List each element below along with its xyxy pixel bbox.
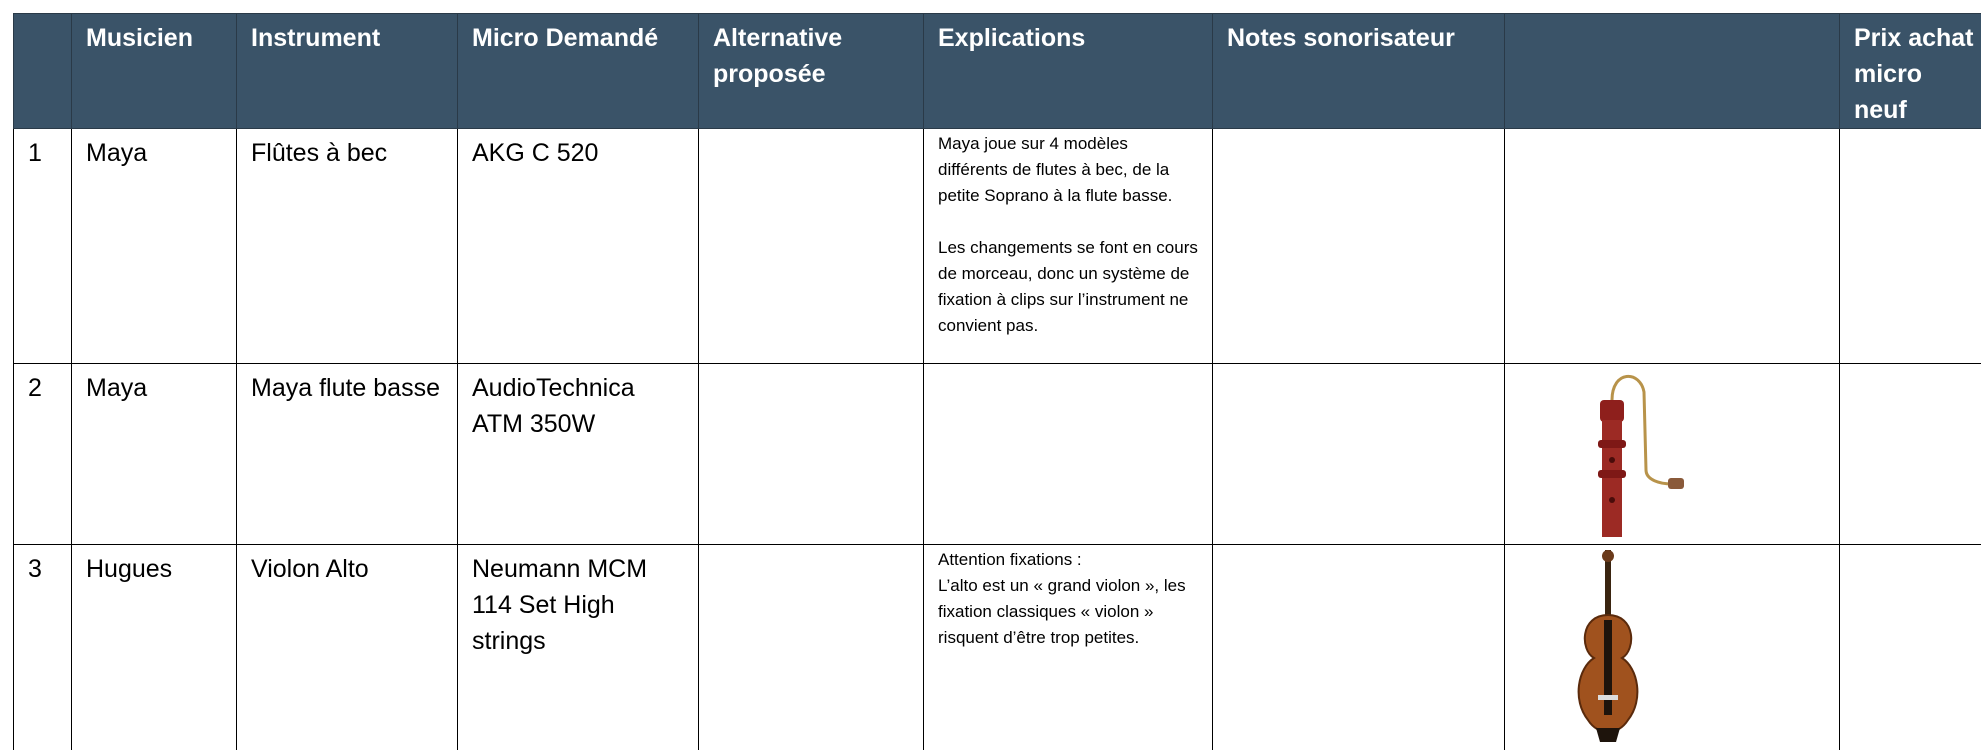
alternative-cell [698, 363, 924, 545]
microphone-cell: Neumann MCM 114 Set High strings [457, 544, 699, 750]
header-cell: Prix achat micro neuf [1839, 13, 1981, 129]
explanations-cell: Attention fixations : L’alto est un « gra… [923, 544, 1213, 750]
header-cell: Alternative proposée [698, 13, 924, 129]
mic-table: Musicien Instrument Micro Demandé Altern… [13, 13, 1981, 750]
microphone-cell: AKG C 520 [457, 128, 699, 364]
image-cell [1504, 544, 1840, 750]
instrument-cell: Violon Alto [236, 544, 458, 750]
alternative-cell [698, 128, 924, 364]
violin-image [1577, 550, 1639, 742]
explanation-line: Attention fixations : [938, 550, 1082, 569]
table-row: 1 Maya Flûtes à bec AKG C 520 Maya joue sur … [13, 128, 1981, 364]
header-cell [1504, 13, 1840, 129]
notes-cell [1212, 544, 1505, 750]
table-row: 3 Hugues Violon Alto Neumann MCM 114 Set Hi… [13, 544, 1981, 750]
header-cell [13, 13, 72, 129]
explanations-cell [923, 363, 1213, 545]
musician-cell: Maya [71, 128, 237, 364]
explanation-paragraph: Maya joue sur 4 modèles différents de fl… [938, 131, 1198, 209]
image-cell [1504, 363, 1840, 545]
row-number: 3 [13, 544, 72, 750]
price-cell [1839, 363, 1981, 545]
header-cell: Explications [923, 13, 1213, 129]
musician-cell: Hugues [71, 544, 237, 750]
header-cell: Micro Demandé [457, 13, 699, 129]
notes-cell [1212, 128, 1505, 364]
explanation-paragraph: Les changements se font en cours de morc… [938, 235, 1198, 339]
explanation-paragraph: Attention fixations : L’alto est un « gra… [938, 547, 1198, 651]
header-row: Musicien Instrument Micro Demandé Altern… [13, 13, 1981, 129]
notes-cell [1212, 363, 1505, 545]
explanation-line: Maya joue sur 4 modèles différents de fl… [938, 134, 1173, 205]
table-body: 1 Maya Flûtes à bec AKG C 520 Maya joue sur … [13, 128, 1981, 750]
explanations-cell: Maya joue sur 4 modèles différents de fl… [923, 128, 1213, 364]
explanation-line: Les changements se font en cours de morc… [938, 238, 1198, 335]
bass-flute-image [1598, 374, 1684, 537]
explanation-line: L’alto est un « grand violon », les fixa… [938, 576, 1186, 647]
price-cell [1839, 544, 1981, 750]
image-cell [1504, 128, 1840, 364]
header-cell: Instrument [236, 13, 458, 129]
header-cell: Notes sonorisateur [1212, 13, 1505, 129]
row-number: 2 [13, 363, 72, 545]
table-row: 2 Maya Maya flute basse AudioTechnica ATM 3… [13, 363, 1981, 545]
